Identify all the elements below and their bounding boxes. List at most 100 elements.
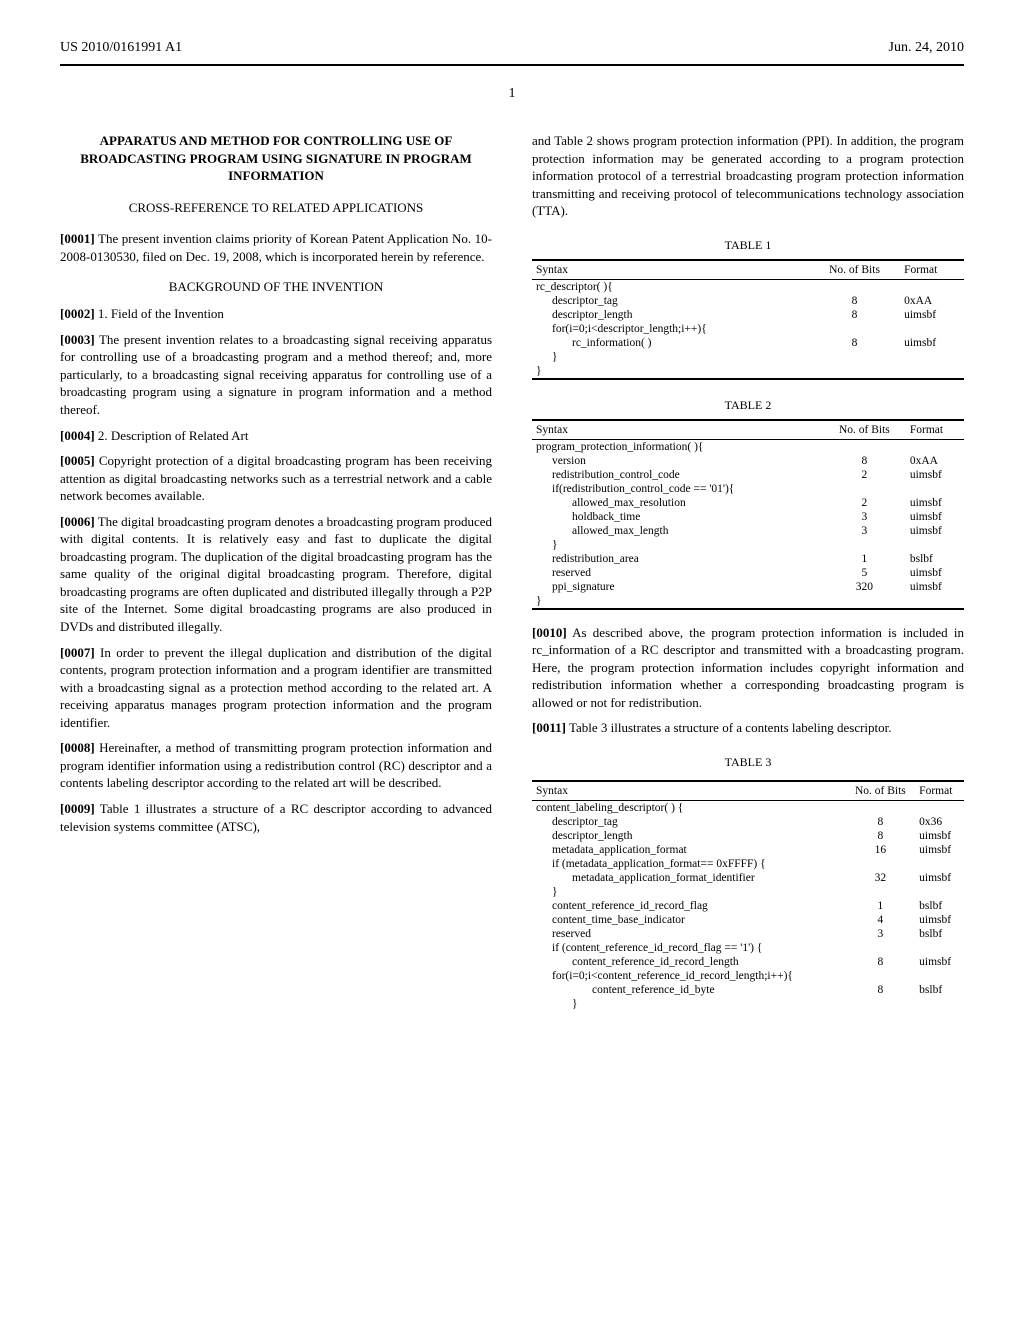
table-row: if (content_reference_id_record_flag == … (532, 941, 964, 955)
format-cell: uimsbf (906, 524, 964, 538)
table-row: reserved3bslbf (532, 927, 964, 941)
col-bits: No. of Bits (846, 781, 916, 801)
publication-number: US 2010/0161991 A1 (60, 40, 182, 56)
format-cell: bslbf (906, 552, 964, 566)
syntax-cell: if(redistribution_control_code == '01'){ (532, 482, 823, 496)
table-row: holdback_time3uimsbf (532, 510, 964, 524)
bits-cell: 1 (846, 899, 916, 913)
format-cell: uimsbf (906, 566, 964, 580)
syntax-cell: allowed_max_length (532, 524, 823, 538)
format-cell (906, 439, 964, 454)
format-cell: 0xAA (900, 294, 964, 308)
table-row: descriptor_length8uimsbf (532, 308, 964, 322)
table-row: if (metadata_application_format== 0xFFFF… (532, 857, 964, 871)
table-row: content_reference_id_byte8bslbf (532, 983, 964, 997)
doc-title: APPARATUS AND METHOD FOR CONTROLLING USE… (60, 132, 492, 185)
right-intro-para: and Table 2 shows program protection inf… (532, 132, 964, 220)
table-3: Syntax No. of Bits Format content_labeli… (532, 780, 964, 1011)
syntax-cell: metadata_application_format_identifier (532, 871, 846, 885)
syntax-cell: } (532, 364, 809, 379)
table-1: Syntax No. of Bits Format rc_descriptor(… (532, 259, 964, 380)
table2-caption: TABLE 2 (532, 398, 964, 413)
syntax-cell: } (532, 350, 809, 364)
table-row: content_reference_id_record_flag1bslbf (532, 899, 964, 913)
col-bits: No. of Bits (823, 420, 906, 440)
bits-cell: 3 (846, 927, 916, 941)
table-row: } (532, 538, 964, 552)
syntax-cell: allowed_max_resolution (532, 496, 823, 510)
para-text: Hereinafter, a method of transmitting pr… (60, 740, 492, 790)
bits-cell (846, 885, 916, 899)
para-num: [0005] (60, 453, 95, 468)
format-cell: uimsbf (906, 496, 964, 510)
format-cell: 0x36 (915, 815, 964, 829)
syntax-cell: rc_descriptor( ){ (532, 279, 809, 294)
table-row: content_time_base_indicator4uimsbf (532, 913, 964, 927)
format-cell: uimsbf (906, 468, 964, 482)
paragraph-0005: [0005] Copyright protection of a digital… (60, 452, 492, 505)
syntax-cell: reserved (532, 566, 823, 580)
syntax-cell: if (content_reference_id_record_flag == … (532, 941, 846, 955)
format-cell: bslbf (915, 927, 964, 941)
syntax-cell: content_labeling_descriptor( ) { (532, 801, 846, 816)
para-num: [0007] (60, 645, 95, 660)
format-cell (915, 885, 964, 899)
bits-cell (809, 322, 900, 336)
syntax-cell: descriptor_length (532, 829, 846, 843)
para-num: [0006] (60, 514, 95, 529)
format-cell: bslbf (915, 983, 964, 997)
table-row: metadata_application_format16uimsbf (532, 843, 964, 857)
table-row: if(redistribution_control_code == '01'){ (532, 482, 964, 496)
table-row: } (532, 997, 964, 1011)
table-row: program_protection_information( ){ (532, 439, 964, 454)
table-3-wrap: Syntax No. of Bits Format content_labeli… (532, 780, 964, 1011)
cross-ref-heading: CROSS-REFERENCE TO RELATED APPLICATIONS (60, 199, 492, 217)
bits-cell: 16 (846, 843, 916, 857)
col-format: Format (906, 420, 964, 440)
table-row: } (532, 885, 964, 899)
format-cell: uimsbf (915, 843, 964, 857)
paragraph-0009: [0009] Table 1 illustrates a structure o… (60, 800, 492, 835)
table3-caption: TABLE 3 (532, 755, 964, 770)
para-num: [0004] (60, 428, 95, 443)
format-cell (900, 364, 964, 379)
col-syntax: Syntax (532, 260, 809, 280)
para-num: [0009] (60, 801, 95, 816)
publication-date: Jun. 24, 2010 (889, 40, 964, 56)
format-cell: 0xAA (906, 454, 964, 468)
right-column: and Table 2 shows program protection inf… (532, 132, 964, 1019)
format-cell (915, 801, 964, 816)
bits-cell (823, 594, 906, 609)
format-cell (915, 941, 964, 955)
para-text: In order to prevent the illegal duplicat… (60, 645, 492, 730)
col-bits: No. of Bits (809, 260, 900, 280)
para-num: [0011] (532, 720, 566, 735)
table-row: redistribution_control_code2uimsbf (532, 468, 964, 482)
format-cell: uimsbf (915, 871, 964, 885)
page-number: 1 (60, 86, 964, 102)
syntax-cell: content_reference_id_byte (532, 983, 846, 997)
bits-cell (846, 997, 916, 1011)
bits-cell (809, 364, 900, 379)
syntax-cell: content_time_base_indicator (532, 913, 846, 927)
bits-cell: 8 (809, 308, 900, 322)
para-num: [0002] (60, 306, 95, 321)
table-row: } (532, 364, 964, 379)
table-2: Syntax No. of Bits Format program_protec… (532, 419, 964, 610)
syntax-cell: ppi_signature (532, 580, 823, 594)
syntax-cell: reserved (532, 927, 846, 941)
syntax-cell: } (532, 594, 823, 609)
format-cell (915, 857, 964, 871)
bits-cell: 3 (823, 524, 906, 538)
table-row: } (532, 594, 964, 609)
format-cell: uimsbf (906, 580, 964, 594)
table-row: descriptor_length8uimsbf (532, 829, 964, 843)
para-text: 2. Description of Related Art (98, 428, 249, 443)
format-cell (915, 997, 964, 1011)
syntax-cell: if (metadata_application_format== 0xFFFF… (532, 857, 846, 871)
paragraph-0010: [0010] As described above, the program p… (532, 624, 964, 712)
paragraph-0011: [0011] Table 3 illustrates a structure o… (532, 719, 964, 737)
syntax-cell: for(i=0;i<descriptor_length;i++){ (532, 322, 809, 336)
format-cell (900, 350, 964, 364)
col-format: Format (900, 260, 964, 280)
